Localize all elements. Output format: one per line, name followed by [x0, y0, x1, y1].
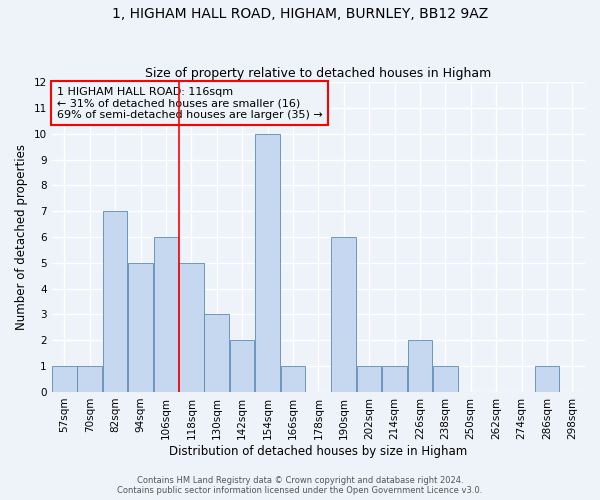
Y-axis label: Number of detached properties: Number of detached properties: [15, 144, 28, 330]
Bar: [179, 263, 203, 392]
Bar: [205, 314, 229, 392]
Bar: [281, 366, 305, 392]
Bar: [433, 366, 458, 392]
Bar: [52, 366, 77, 392]
Bar: [535, 366, 559, 392]
Bar: [103, 211, 127, 392]
Bar: [255, 134, 280, 392]
Bar: [331, 237, 356, 392]
Bar: [77, 366, 102, 392]
Bar: [382, 366, 407, 392]
Bar: [230, 340, 254, 392]
Title: Size of property relative to detached houses in Higham: Size of property relative to detached ho…: [145, 66, 491, 80]
Text: 1 HIGHAM HALL ROAD: 116sqm
← 31% of detached houses are smaller (16)
69% of semi: 1 HIGHAM HALL ROAD: 116sqm ← 31% of deta…: [57, 86, 323, 120]
Bar: [128, 263, 153, 392]
Bar: [357, 366, 382, 392]
Text: 1, HIGHAM HALL ROAD, HIGHAM, BURNLEY, BB12 9AZ: 1, HIGHAM HALL ROAD, HIGHAM, BURNLEY, BB…: [112, 8, 488, 22]
Bar: [407, 340, 432, 392]
Text: Contains HM Land Registry data © Crown copyright and database right 2024.
Contai: Contains HM Land Registry data © Crown c…: [118, 476, 482, 495]
X-axis label: Distribution of detached houses by size in Higham: Distribution of detached houses by size …: [169, 444, 467, 458]
Bar: [154, 237, 178, 392]
